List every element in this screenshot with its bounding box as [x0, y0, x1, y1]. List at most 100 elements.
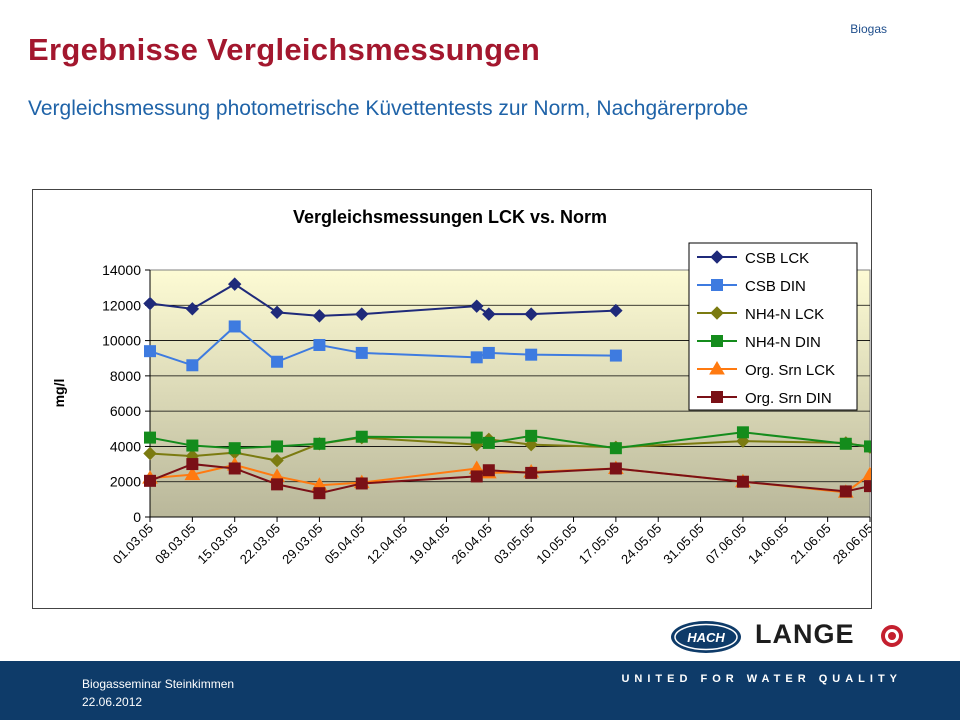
chart-frame: 0 2000 4000 6000 8000 10000 12000 14000 01.03.05…: [32, 189, 872, 609]
data-point-nh4-n-din: [228, 442, 241, 455]
data-point-csb-lck: [470, 299, 484, 313]
y-tick-label: 2000: [110, 474, 141, 490]
x-tick-label: 24.05.05: [618, 521, 664, 567]
x-tick-label: 28.06.05: [830, 521, 871, 567]
x-tick-label: 31.05.05: [660, 521, 706, 567]
y-tick-label: 8000: [110, 368, 141, 384]
x-tick-label: 15.03.05: [194, 521, 240, 567]
section-label: Biogas: [850, 22, 887, 36]
data-point-org-srn-din: [736, 475, 749, 488]
page-title: Ergebnisse Vergleichsmessungen: [28, 32, 541, 67]
data-point-org-srn-din: [186, 458, 199, 471]
data-point-org-srn-din: [355, 477, 368, 490]
lange-mark-icon: [881, 625, 903, 647]
y-axis-label: mg/l: [51, 379, 67, 408]
legend-label-csb-din: CSB DIN: [745, 278, 806, 295]
data-point-csb-lck: [227, 277, 242, 291]
data-point-csb-lck: [185, 302, 200, 316]
data-point-csb-din: [144, 345, 156, 358]
x-tick-label: 10.05.05: [533, 521, 579, 567]
y-tick-label: 6000: [110, 403, 141, 419]
data-point-csb-din: [313, 338, 326, 351]
data-point-csb-din: [228, 320, 241, 333]
y-tick-label: 14000: [102, 262, 141, 278]
x-tick-label: 26.04.05: [449, 521, 495, 567]
data-point-org-srn-din: [609, 462, 622, 475]
data-point-org-srn-lck: [184, 466, 201, 481]
legend-label-nh4-n-lck: NH4-N LCK: [745, 306, 824, 323]
legend-marker-org-srn-din: [711, 391, 723, 403]
data-point-nh4-n-din: [271, 440, 284, 453]
line-chart: 0 2000 4000 6000 8000 10000 12000 14000 01.03.05…: [51, 207, 871, 567]
legend-marker-csb-lck: [710, 250, 724, 264]
data-point-csb-din: [470, 351, 483, 364]
data-point-csb-lck: [355, 307, 369, 321]
data-point-org-srn-din: [864, 480, 871, 493]
hach-logo: HACH: [671, 621, 741, 653]
data-point-org-srn-din: [228, 462, 241, 475]
page-subtitle: Vergleichsmessung photometrische Küvette…: [28, 97, 749, 120]
data-point-nh4-n-din: [864, 440, 871, 453]
data-point-nh4-n-din: [839, 437, 852, 450]
data-point-csb-lck: [143, 296, 157, 311]
series-line-csb-lck: [149, 282, 616, 317]
legend-label-csb-lck: CSB LCK: [745, 250, 809, 267]
data-point-csb-lck: [312, 309, 327, 323]
data-point-nh4-n-lck: [143, 446, 157, 461]
data-point-org-srn-lck: [862, 466, 871, 481]
data-point-csb-din: [271, 355, 284, 368]
data-point-nh4-n-din: [736, 426, 749, 439]
x-tick-label: 03.05.05: [491, 521, 537, 567]
x-tick-label: 01.03.05: [110, 521, 156, 567]
data-point-nh4-n-din: [186, 439, 199, 452]
legend-label-nh4-n-din: NH4-N DIN: [745, 334, 821, 351]
data-point-csb-din: [525, 348, 538, 361]
data-point-nh4-n-din: [525, 429, 538, 442]
data-point-csb-din: [482, 346, 495, 359]
data-point-csb-lck: [524, 307, 538, 321]
footer-slogan: UNITED FOR WATER QUALITY: [621, 673, 902, 685]
y-tick-label: 4000: [110, 438, 141, 454]
x-tick-label: 17.05.05: [576, 521, 622, 567]
data-point-org-srn-din: [839, 485, 852, 498]
footer-date: 22.06.2012: [82, 695, 143, 709]
data-point-csb-din: [609, 349, 622, 362]
data-point-org-srn-din: [525, 466, 538, 479]
chart-title: Vergleichsmessungen LCK vs. Norm: [293, 207, 607, 227]
data-point-org-srn-din: [271, 478, 284, 491]
footer-seminar: Biogasseminar Steinkimmen: [82, 677, 235, 691]
series-line-csb-din: [149, 325, 616, 367]
data-point-org-srn-din: [313, 487, 326, 500]
data-point-nh4-n-din: [144, 431, 156, 444]
x-tick-label: 05.04.05: [321, 521, 367, 567]
x-tick-label: 22.03.05: [237, 521, 283, 567]
data-point-org-srn-din: [144, 474, 156, 487]
y-tick-label: 12000: [102, 297, 141, 313]
data-point-nh4-n-din: [482, 436, 495, 449]
x-tick-label: 19.04.05: [406, 521, 452, 567]
legend-label-org-srn-lck: Org. Srn LCK: [745, 362, 835, 379]
hach-logo-text: HACH: [687, 630, 725, 645]
legend-marker-csb-din: [711, 279, 723, 291]
x-tick-label: 08.03.05: [152, 521, 198, 567]
data-point-org-srn-din: [470, 470, 483, 483]
data-point-nh4-n-din: [609, 442, 622, 455]
data-point-org-srn-din: [482, 464, 495, 477]
data-point-nh4-n-din: [313, 437, 326, 450]
x-tick-label: 12.04.05: [364, 521, 410, 567]
lange-logo: LANGE: [755, 619, 855, 649]
legend-marker-nh4-n-din: [711, 335, 723, 347]
legend-marker-nh4-n-lck: [710, 306, 724, 320]
data-point-csb-lck: [482, 307, 496, 321]
x-tick-label: 07.06.05: [703, 521, 749, 567]
x-tick-label: 14.06.05: [745, 521, 791, 567]
data-point-nh4-n-din: [355, 430, 368, 443]
data-point-csb-din: [355, 346, 368, 359]
legend-marker-org-srn-lck: [709, 361, 725, 375]
data-point-nh4-n-lck: [270, 453, 284, 468]
data-point-csb-din: [186, 359, 199, 372]
data-point-csb-lck: [270, 305, 284, 320]
y-tick-label: 10000: [102, 333, 141, 349]
y-tick-label: 0: [133, 509, 141, 525]
legend-label-org-srn-din: Org. Srn DIN: [745, 390, 832, 407]
